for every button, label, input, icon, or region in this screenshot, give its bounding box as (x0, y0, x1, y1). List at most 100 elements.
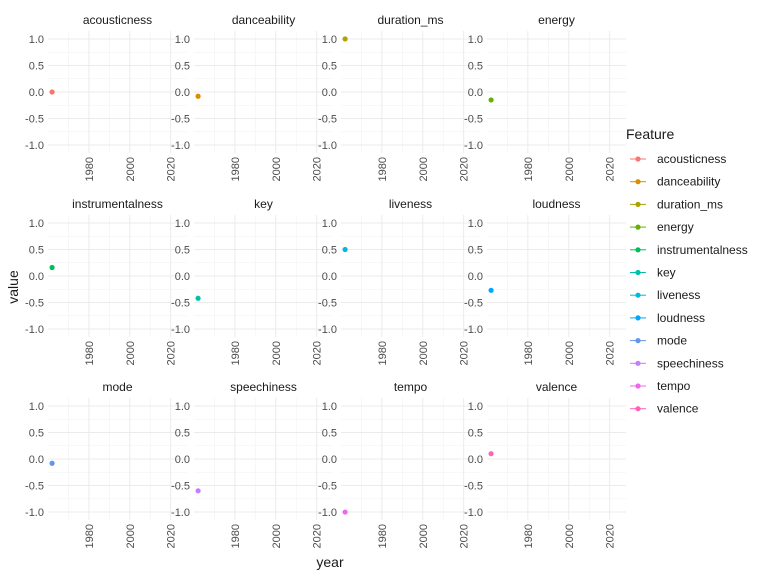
y-tick-label: 1.0 (468, 34, 483, 46)
y-tick-label: -0.5 (318, 114, 337, 126)
x-tick-label: 2020 (605, 524, 617, 548)
x-tick-label: 1980 (377, 341, 389, 365)
data-point-key (195, 295, 201, 301)
y-tick-label: -0.5 (25, 481, 44, 493)
legend-key-point (635, 292, 641, 298)
legend-item-speechiness: speechiness (630, 356, 724, 370)
y-tick-label: 1.0 (322, 401, 337, 413)
data-point-duration_ms (342, 36, 348, 42)
x-tick-label: 1980 (230, 341, 242, 365)
facet-speechiness: speechiness -1.0 -0.5 0.0 0.5 1.0 1980 2000 2020 (171, 380, 333, 548)
y-tick-label: 0.5 (322, 244, 337, 256)
legend-label: tempo (657, 379, 691, 393)
data-point-mode (49, 460, 55, 466)
y-tick-label: -0.5 (464, 298, 483, 310)
legend-label: key (657, 266, 676, 280)
facet-duration_ms: duration_ms -1.0 -0.5 0.0 0.5 1.0 1980 2000 2020 (318, 13, 480, 181)
x-tick-label: 2000 (271, 157, 283, 181)
x-tick-label: 2000 (271, 524, 283, 548)
facet-instrumentalness: instrumentalness -1.0 -0.5 0.0 0.5 1.0 1980 200… (25, 197, 187, 365)
legend-label: mode (657, 334, 687, 348)
facet-valence: valence -1.0 -0.5 0.0 0.5 1.0 1980 2000 2020 (464, 380, 626, 548)
y-tick-label: 0.0 (175, 271, 190, 283)
facet-danceability: danceability -1.0 -0.5 0.0 0.5 1.0 1980 2000 202… (171, 13, 333, 181)
data-point-valence (488, 451, 494, 457)
x-tick-label: 2000 (125, 157, 137, 181)
x-tick-label: 2000 (418, 157, 430, 181)
data-point-energy (488, 97, 494, 103)
y-tick-label: 0.0 (322, 454, 337, 466)
x-tick-label: 2020 (605, 341, 617, 365)
legend-key-point (635, 360, 641, 366)
legend-key-point (635, 224, 641, 230)
y-tick-label: 0.0 (468, 454, 483, 466)
facet-title: acousticness (83, 13, 152, 27)
x-tick-label: 1980 (523, 341, 535, 365)
x-tick-label: 2020 (459, 341, 471, 365)
legend-label: instrumentalness (657, 243, 748, 257)
facet-title: instrumentalness (72, 197, 163, 211)
y-tick-label: -1.0 (464, 324, 483, 336)
facet-mode: mode -1.0 -0.5 0.0 0.5 1.0 1980 2000 2020 (25, 380, 187, 548)
legend-item-instrumentalness: instrumentalness (630, 243, 748, 257)
x-tick-label: 1980 (523, 157, 535, 181)
legend-key-point (635, 156, 641, 162)
y-tick-label: -0.5 (171, 298, 190, 310)
legend-item-tempo: tempo (630, 379, 691, 393)
y-tick-label: 0.0 (29, 454, 44, 466)
x-tick-label: 1980 (523, 524, 535, 548)
facet-title: loudness (532, 197, 580, 211)
legend-label: duration_ms (657, 197, 723, 211)
y-axis-title: value (5, 270, 21, 304)
x-tick-label: 2020 (459, 157, 471, 181)
facet-loudness: loudness -1.0 -0.5 0.0 0.5 1.0 1980 2000 2020 (464, 197, 626, 365)
legend: Feature acousticness danceability duration… (626, 126, 748, 416)
legend-title: Feature (626, 126, 674, 142)
facet-title: liveness (389, 197, 432, 211)
x-tick-label: 2000 (564, 524, 576, 548)
y-tick-label: -1.0 (25, 324, 44, 336)
legend-item-acousticness: acousticness (630, 152, 726, 166)
x-tick-label: 2000 (418, 524, 430, 548)
y-tick-label: 1.0 (175, 34, 190, 46)
y-tick-label: -1.0 (25, 140, 44, 152)
y-tick-label: 0.5 (468, 60, 483, 72)
facet-acousticness: acousticness -1.0 -0.5 0.0 0.5 1.0 1980 2000 202… (25, 13, 187, 181)
x-tick-label: 2000 (564, 157, 576, 181)
y-tick-label: 1.0 (175, 218, 190, 230)
legend-key-point (635, 247, 641, 253)
data-point-tempo (342, 509, 348, 515)
y-tick-label: 0.5 (29, 60, 44, 72)
y-tick-label: -0.5 (318, 298, 337, 310)
y-tick-label: 1.0 (175, 401, 190, 413)
y-tick-label: -0.5 (25, 298, 44, 310)
y-tick-label: 0.5 (29, 427, 44, 439)
y-tick-label: -0.5 (318, 481, 337, 493)
x-tick-label: 1980 (377, 157, 389, 181)
y-tick-label: 0.0 (322, 271, 337, 283)
data-point-liveness (342, 246, 348, 253)
x-tick-label: 2000 (125, 341, 137, 365)
y-tick-label: 0.0 (468, 87, 483, 99)
legend-label: acousticness (657, 152, 726, 166)
y-tick-label: -1.0 (318, 507, 337, 519)
y-tick-label: 0.0 (175, 87, 190, 99)
x-axis-title: year (316, 554, 344, 570)
y-tick-label: 0.0 (468, 271, 483, 283)
y-tick-label: -0.5 (171, 114, 190, 126)
x-tick-label: 1980 (230, 524, 242, 548)
facet-title: duration_ms (377, 13, 443, 27)
facet-title: energy (538, 13, 575, 27)
y-tick-label: 0.0 (29, 271, 44, 283)
y-tick-label: 1.0 (468, 401, 483, 413)
legend-key-point (635, 201, 641, 207)
y-tick-label: 0.0 (322, 87, 337, 99)
facet-title: key (254, 197, 273, 211)
legend-label: speechiness (657, 356, 724, 370)
legend-key-point (635, 179, 641, 185)
y-tick-label: -1.0 (25, 507, 44, 519)
legend-item-energy: energy (630, 220, 694, 234)
legend-item-duration_ms: duration_ms (630, 197, 723, 211)
x-tick-label: 1980 (84, 157, 96, 181)
x-tick-label: 2020 (312, 341, 324, 365)
